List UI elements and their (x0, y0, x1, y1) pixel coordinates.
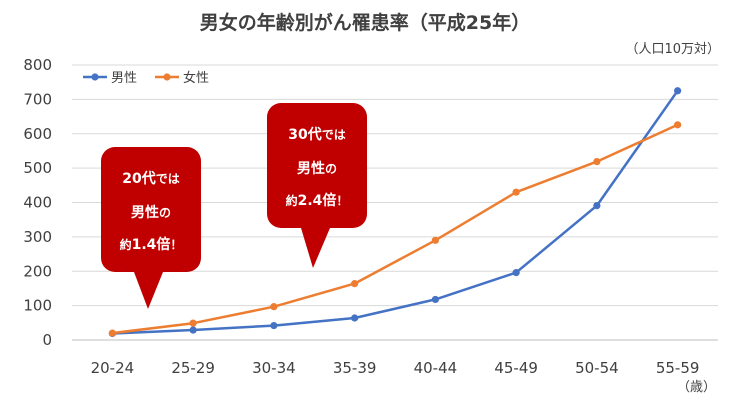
y-tick-label: 100 (23, 297, 52, 315)
unit-label: （人口10万対） (625, 42, 720, 57)
legend: 男性 女性 (83, 70, 209, 86)
callout-text: では (156, 172, 180, 186)
callout-emphasis: 男性 (131, 204, 159, 221)
data-point (108, 329, 116, 337)
callout-text: では (322, 128, 346, 142)
legend-marker (91, 73, 99, 81)
y-tick-label: 600 (23, 125, 52, 143)
x-tick-label: 45-49 (494, 359, 538, 377)
data-point (351, 280, 359, 288)
legend-label: 女性 (183, 70, 209, 86)
callout-text: ！ (170, 238, 182, 252)
callout-text: の (325, 162, 337, 176)
callout-box (101, 147, 201, 272)
callout-pointer (301, 228, 330, 268)
data-point (593, 201, 601, 210)
x-tick-label: 25-29 (171, 359, 215, 377)
callout-line-3: 約1.4倍！ (120, 236, 183, 253)
callout-pointer (134, 272, 163, 309)
series-line-1 (112, 123, 679, 335)
callout-line-2: 男性の (297, 160, 337, 177)
y-tick-label: 700 (23, 90, 52, 108)
data-point (512, 188, 520, 196)
callout-emphasis: 30代 (288, 126, 321, 143)
callout-text: 約 (120, 237, 132, 252)
callout-emphasis: 20代 (122, 170, 155, 187)
data-point (351, 314, 359, 322)
callout-text: 約 (286, 193, 298, 208)
callout-box (267, 103, 367, 228)
series-lines (112, 90, 679, 335)
callout-emphasis: 男性 (297, 160, 325, 177)
callout-emphasis: 1.4倍 (132, 236, 171, 253)
series-points (108, 87, 682, 338)
callout-line-1: 30代では (288, 126, 346, 143)
x-tick-label: 30-34 (252, 359, 296, 377)
data-point (431, 236, 439, 244)
y-tick-label: 300 (23, 228, 52, 246)
callout-emphasis: 2.4倍 (298, 192, 337, 209)
callout-text: ！ (336, 194, 348, 208)
data-point (270, 303, 278, 311)
y-tick-label: 0 (42, 331, 52, 349)
x-unit-label: （歳） (676, 380, 716, 395)
series-line-0 (112, 90, 679, 335)
x-tick-label: 50-54 (575, 359, 619, 377)
data-point (512, 269, 520, 277)
data-point (593, 157, 601, 166)
x-tick-label: 35-39 (333, 359, 377, 377)
data-point (189, 326, 197, 334)
data-point (674, 121, 682, 129)
legend-label: 男性 (111, 71, 137, 86)
x-axis-ticks: 20-24 25-29 30-34 35-39 40-44 45-49 50-54 55-59 (91, 359, 700, 377)
y-tick-label: 800 (23, 56, 52, 74)
callout-line-1: 20代では (122, 170, 180, 187)
y-tick-label: 400 (23, 194, 52, 212)
data-point (431, 295, 439, 304)
x-tick-label: 40-44 (414, 359, 458, 377)
callout-line-2: 男性の (131, 204, 171, 221)
data-point (674, 87, 682, 95)
x-tick-label: 55-59 (656, 359, 700, 377)
x-tick-label: 20-24 (91, 359, 135, 377)
data-point (270, 321, 278, 330)
data-point (189, 319, 197, 327)
chart-title: 男女の年齢別がん罹患率（平成25年） (199, 12, 531, 34)
y-tick-label: 200 (23, 262, 52, 280)
y-tick-label: 500 (23, 159, 52, 177)
legend-marker (163, 73, 171, 81)
y-axis-ticks: 0 100 200 300 400 500 600 700 800 (23, 56, 52, 349)
callout-text: の (159, 206, 171, 220)
callout-line-3: 約2.4倍！ (286, 192, 349, 209)
